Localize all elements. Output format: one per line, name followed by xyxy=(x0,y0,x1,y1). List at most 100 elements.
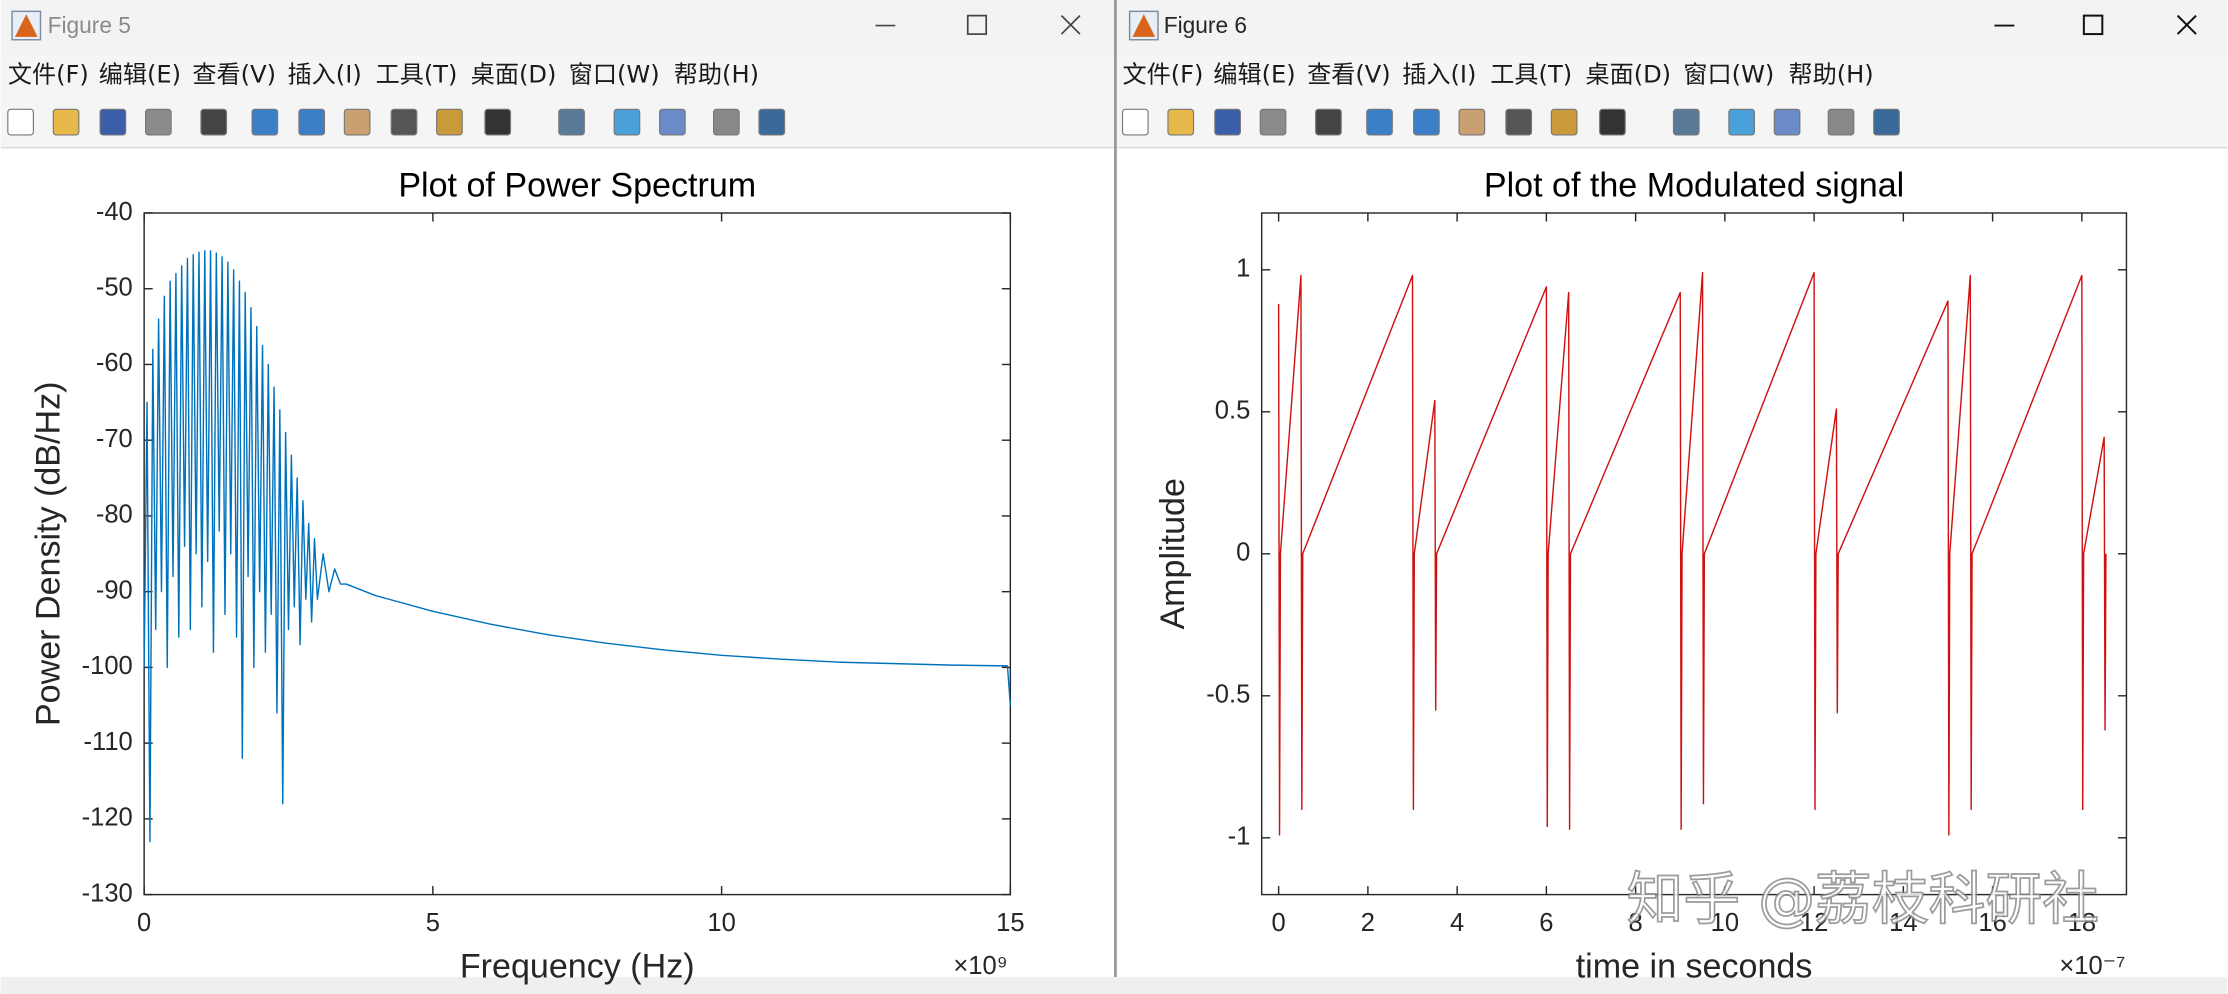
menu-item[interactable]: 窗口(W) xyxy=(569,60,660,88)
toolbar-button[interactable] xyxy=(659,108,686,136)
bottom-strip xyxy=(0,976,2228,994)
y-tick-label: -1 xyxy=(1228,823,1251,851)
window-title: Figure 5 xyxy=(48,12,131,38)
toolbar-button[interactable] xyxy=(7,108,34,136)
toolbar-button[interactable] xyxy=(712,108,740,136)
toolbar-button[interactable] xyxy=(52,108,80,136)
x-axis-label: Frequency (Hz) xyxy=(460,947,695,985)
menu-item[interactable]: 文件(F) xyxy=(1123,60,1204,88)
y-tick-label: -60 xyxy=(96,349,133,377)
toolbar-button[interactable] xyxy=(758,108,786,136)
x-tick-label: 10 xyxy=(707,909,735,937)
toolbar-button[interactable] xyxy=(298,108,326,136)
x-tick-label: 8 xyxy=(1629,909,1643,937)
y-tick-label: 1 xyxy=(1236,255,1250,283)
toolbar-button[interactable] xyxy=(251,108,279,136)
x-tick-label: 16 xyxy=(1978,909,2006,937)
y-tick-label: -50 xyxy=(96,273,133,301)
y-tick-label: -70 xyxy=(96,425,133,453)
menu-item[interactable]: 文件(F) xyxy=(8,60,89,88)
x-tick-label: 0 xyxy=(137,909,151,937)
y-tick-label: 0.5 xyxy=(1215,397,1251,425)
toolbar-button[interactable] xyxy=(1728,108,1755,136)
toolbar-button[interactable] xyxy=(1550,108,1578,136)
x-tick-label: 6 xyxy=(1539,909,1553,937)
title-bar xyxy=(1115,0,2228,54)
y-tick-label: -90 xyxy=(96,576,133,604)
menu-toolbar-area xyxy=(1115,53,2228,148)
toolbar-button[interactable] xyxy=(1167,108,1195,136)
toolbar-button[interactable] xyxy=(1773,108,1801,136)
window-controls[interactable] xyxy=(875,14,1081,35)
toolbar-button[interactable] xyxy=(1413,108,1440,136)
toolbar-button[interactable] xyxy=(1259,108,1287,136)
y-tick-label: -100 xyxy=(82,652,133,680)
plots: 0 5 10 15-130-120-110-100-90-80-70-60-50-40… xyxy=(29,166,2128,985)
x-exponent: ×10⁹ xyxy=(953,952,1007,980)
toolbar-button[interactable] xyxy=(343,108,371,136)
app-icon xyxy=(1128,10,1159,41)
toolbar-button[interactable] xyxy=(1121,108,1149,136)
y-tick-label: -130 xyxy=(82,879,133,907)
menu-item[interactable]: 编辑(E) xyxy=(99,60,181,88)
axes-box xyxy=(143,212,1012,896)
menu-item[interactable]: 插入(I) xyxy=(1402,60,1476,88)
toolbar-button[interactable] xyxy=(1315,108,1342,136)
series-line xyxy=(1277,271,2107,836)
menu-item[interactable]: 帮助(H) xyxy=(1789,60,1874,88)
toolbar-button[interactable] xyxy=(613,108,641,136)
toolbar-button[interactable] xyxy=(200,108,228,136)
toolbar-button[interactable] xyxy=(1827,108,1855,136)
toolbar-button[interactable] xyxy=(1599,108,1626,136)
watermark: 知乎 @荔枝科研社 xyxy=(1627,867,2099,933)
x-tick-label: 12 xyxy=(1800,909,1828,937)
toolbar-button[interactable] xyxy=(484,108,512,136)
menu-item[interactable]: 窗口(W) xyxy=(1683,60,1774,88)
axes-box xyxy=(1260,212,2128,896)
chart-title: Plot of the Modulated signal xyxy=(1484,166,1904,204)
window-controls[interactable] xyxy=(1994,14,2197,36)
app-icon xyxy=(11,10,42,41)
x-tick-label: 15 xyxy=(996,909,1024,937)
x-tick-label: 2 xyxy=(1361,909,1375,937)
title-bar xyxy=(0,0,1116,54)
toolbar-button[interactable] xyxy=(558,108,585,136)
menu-item[interactable]: 查看(V) xyxy=(192,60,276,88)
y-tick-label: -120 xyxy=(82,804,133,832)
menu-item[interactable]: 工具(T) xyxy=(376,60,458,88)
x-tick-label: 14 xyxy=(1889,909,1917,937)
menu-item[interactable]: 插入(I) xyxy=(288,60,362,88)
menu-toolbar-area xyxy=(0,53,1116,148)
x-tick-label: 0 xyxy=(1272,909,1286,937)
chart-title: Plot of Power Spectrum xyxy=(398,166,756,204)
y-tick-label: -80 xyxy=(96,501,133,529)
toolbar-button[interactable] xyxy=(1873,108,1900,136)
toolbar-button[interactable] xyxy=(1366,108,1393,136)
y-tick-label: -40 xyxy=(96,198,133,226)
series-line xyxy=(143,250,1012,843)
x-tick-label: 4 xyxy=(1450,909,1464,937)
toolbar-button[interactable] xyxy=(436,108,463,136)
menu-item[interactable]: 桌面(D) xyxy=(471,60,557,88)
menu-item[interactable]: 查看(V) xyxy=(1307,60,1391,88)
toolbar-button[interactable] xyxy=(1214,108,1241,136)
window-title: Figure 6 xyxy=(1164,12,1247,38)
toolbar-button[interactable] xyxy=(1672,108,1700,136)
y-tick-label: -110 xyxy=(84,728,133,756)
x-tick-label: 10 xyxy=(1711,909,1739,937)
toolbar-button[interactable] xyxy=(144,108,172,136)
menu-item[interactable]: 帮助(H) xyxy=(674,60,759,88)
y-axis-label: Amplitude xyxy=(1154,478,1192,629)
x-exponent: ×10⁻⁷ xyxy=(2059,952,2125,980)
menu-item[interactable]: 工具(T) xyxy=(1490,60,1572,88)
menu-item[interactable]: 桌面(D) xyxy=(1585,60,1671,88)
toolbar-button[interactable] xyxy=(1505,108,1533,136)
menu-item[interactable]: 编辑(E) xyxy=(1213,60,1295,88)
y-tick-label: 0 xyxy=(1236,539,1250,567)
toolbar-button[interactable] xyxy=(1458,108,1486,136)
toolbar-button[interactable] xyxy=(99,108,127,136)
toolbar-button[interactable] xyxy=(390,108,418,136)
x-tick-label: 18 xyxy=(2068,909,2096,937)
x-tick-label: 5 xyxy=(426,909,440,937)
